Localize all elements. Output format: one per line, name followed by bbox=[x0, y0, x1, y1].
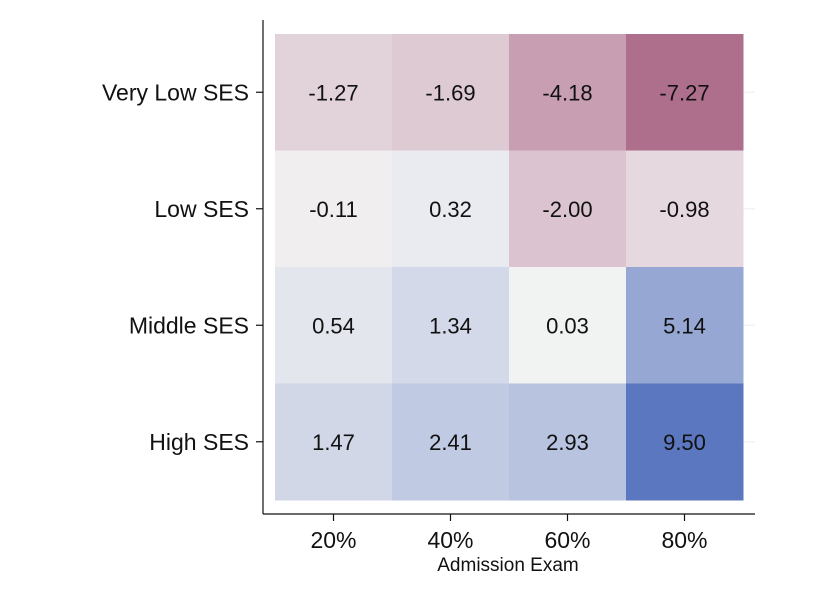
cell-value-label: -2.00 bbox=[542, 197, 592, 222]
heatmap-cell bbox=[509, 383, 627, 501]
heatmap-cell bbox=[392, 34, 510, 151]
x-axis-title: Admission Exam bbox=[437, 555, 579, 576]
heatmap-cell bbox=[509, 267, 627, 384]
axes bbox=[262, 20, 755, 515]
heatmap-cells bbox=[275, 34, 744, 501]
heatmap-cell bbox=[275, 150, 393, 268]
heatmap-cell bbox=[509, 150, 627, 268]
cell-value-labels: -1.27 -1.69 -4.18 -7.27 -0.11 0.32 -2.00 -0.98 0… bbox=[308, 80, 709, 455]
y-tick-label: Middle SES bbox=[129, 312, 249, 338]
x-tick-label: 20% bbox=[310, 527, 356, 553]
heatmap-cell bbox=[392, 150, 510, 268]
heatmap-cell bbox=[626, 34, 744, 151]
heatmap-cell bbox=[392, 383, 510, 501]
cell-value-label: 2.41 bbox=[429, 430, 472, 455]
cell-value-label: -7.27 bbox=[659, 80, 709, 105]
heatmap-cell bbox=[275, 383, 393, 501]
cell-value-label: 0.03 bbox=[546, 313, 589, 338]
y-tick-label: Low SES bbox=[154, 196, 249, 222]
heatmap-cell bbox=[392, 267, 510, 384]
heatmap-cell bbox=[275, 34, 393, 151]
cell-value-label: 9.50 bbox=[663, 430, 706, 455]
cell-value-label: 2.93 bbox=[546, 430, 589, 455]
cell-value-label: -0.11 bbox=[309, 197, 358, 222]
cell-value-label: 1.34 bbox=[429, 313, 472, 338]
cell-value-label: -4.18 bbox=[542, 80, 592, 105]
cell-value-label: -0.98 bbox=[659, 197, 709, 222]
heatmap-cell bbox=[509, 34, 627, 151]
cell-value-label: 0.32 bbox=[429, 197, 472, 222]
cell-value-label: 1.47 bbox=[312, 430, 355, 455]
cell-value-label: -1.27 bbox=[308, 80, 358, 105]
y-tick-label: Very Low SES bbox=[102, 79, 249, 105]
y-axis-ticks: Very Low SES Low SES Middle SES High SES bbox=[102, 79, 263, 455]
cell-value-label: 0.54 bbox=[312, 313, 355, 338]
cell-value-label: 5.14 bbox=[663, 313, 706, 338]
cell-value-label: -1.69 bbox=[425, 80, 475, 105]
x-tick-label: 40% bbox=[427, 527, 473, 553]
heatmap-cell bbox=[626, 267, 744, 384]
x-axis-ticks: 20% 40% 60% 80% bbox=[310, 514, 708, 553]
y-tick-label: High SES bbox=[149, 429, 249, 455]
heatmap-cell bbox=[626, 150, 744, 268]
x-tick-label: 60% bbox=[544, 527, 590, 553]
heatmap-cell bbox=[275, 267, 393, 384]
heatmap-cell bbox=[626, 383, 744, 501]
x-tick-label: 80% bbox=[661, 527, 707, 553]
